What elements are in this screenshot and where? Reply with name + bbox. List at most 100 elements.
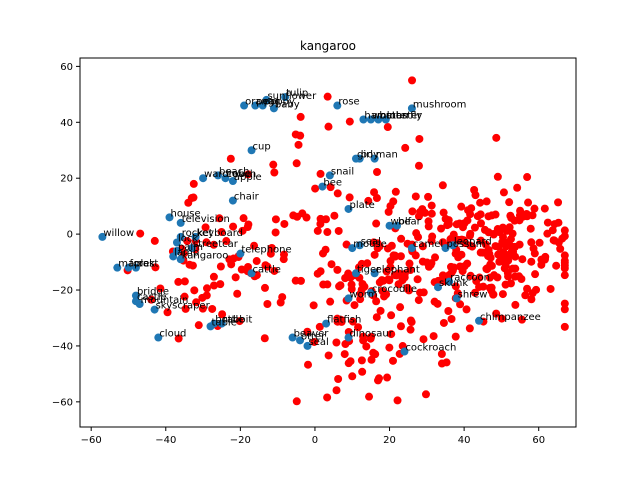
scatter-point: [415, 134, 424, 143]
point-label: lobster: [387, 111, 423, 122]
scatter-point: [156, 284, 165, 293]
scatter-point: [490, 271, 499, 280]
scatter-point: [269, 160, 278, 169]
scatter-point: [342, 240, 351, 249]
labeled-point: [221, 174, 230, 183]
scatter-point: [396, 303, 405, 312]
labeled-point: [400, 347, 409, 356]
scatter-point: [367, 355, 376, 364]
scatter-point: [498, 290, 507, 299]
scatter-point: [499, 255, 508, 264]
scatter-point: [209, 240, 218, 249]
point-label: cattle: [253, 264, 281, 275]
scatter-point: [316, 169, 325, 178]
scatter-point: [529, 244, 538, 253]
scatter-point: [346, 357, 355, 366]
point-label: table: [212, 317, 237, 328]
scatter-point: [180, 277, 189, 286]
scatter-point: [400, 270, 409, 279]
labeled-point: [475, 316, 484, 325]
point-label: chair: [234, 192, 260, 203]
x-tick-label: 0: [312, 435, 318, 446]
scatter-point: [348, 317, 357, 326]
scatter-point: [332, 338, 341, 347]
scatter-point: [385, 343, 394, 352]
scatter-point: [296, 112, 305, 121]
scatter-point: [309, 301, 318, 310]
scatter-point: [414, 296, 423, 305]
scatter-point: [323, 228, 332, 237]
point-label: lock: [178, 234, 198, 245]
scatter-point: [181, 304, 190, 313]
scatter-point: [387, 330, 396, 339]
scatter-point: [464, 206, 473, 215]
scatter-point: [291, 276, 300, 285]
scatter-point: [327, 260, 336, 269]
scatter-point: [311, 184, 320, 193]
scatter-point: [324, 351, 333, 360]
scatter-point: [355, 263, 364, 272]
scatter-point: [413, 275, 422, 284]
scatter-point: [462, 305, 471, 314]
point-label: maple: [118, 259, 149, 270]
scatter-point: [511, 300, 520, 309]
scatter-point: [378, 287, 387, 296]
scatter-point: [473, 212, 482, 221]
scatter-point: [428, 232, 437, 241]
scatter-point: [321, 245, 330, 254]
scatter-point: [235, 317, 244, 326]
scatter-point: [492, 309, 501, 318]
scatter-point: [500, 237, 509, 246]
labeled-point: [296, 336, 305, 345]
scatter-point: [510, 272, 519, 281]
point-label: castle: [137, 292, 167, 303]
scatter-point: [457, 235, 466, 244]
scatter-point: [198, 293, 207, 302]
scatter-point: [313, 269, 322, 278]
labeled-point: [191, 232, 200, 241]
scatter-point: [292, 397, 301, 406]
scatter-point: [476, 219, 485, 228]
scatter-point: [344, 327, 353, 336]
scatter-point: [216, 280, 225, 289]
scatter-point: [451, 282, 460, 291]
scatter-point: [492, 133, 501, 142]
scatter-point: [359, 336, 368, 345]
labeled-point: [381, 115, 390, 124]
scatter-point: [527, 257, 536, 266]
scatter-point: [323, 393, 332, 402]
scatter-point: [184, 198, 193, 207]
point-label: apple: [234, 172, 262, 183]
scatter-point: [546, 284, 555, 293]
scatter-point: [527, 238, 536, 247]
point-label: lamp: [174, 247, 199, 258]
scatter-point: [548, 226, 557, 235]
point-label: hamster: [364, 111, 406, 122]
scatter-point: [418, 242, 427, 251]
labeled-point: [113, 263, 122, 272]
scatter-point: [456, 300, 465, 309]
point-label: tiger: [357, 264, 381, 275]
scatter-point: [201, 223, 210, 232]
labeled-point: [445, 277, 454, 286]
labeled-point: [344, 204, 353, 213]
point-label: chimpanzee: [480, 312, 541, 323]
scatter-point: [252, 257, 261, 266]
scatter-point: [560, 264, 569, 273]
scatter-point: [373, 168, 382, 177]
scatter-point: [497, 314, 506, 323]
scatter-point: [543, 218, 552, 227]
scatter-point: [233, 289, 242, 298]
labeled-point: [269, 104, 278, 113]
scatter-point: [270, 266, 279, 275]
scatter-point: [334, 226, 343, 235]
scatter-point: [405, 259, 414, 268]
scatter-point: [523, 284, 532, 293]
scatter-point: [292, 159, 301, 168]
scatter-point: [452, 220, 461, 229]
scatter-point: [470, 223, 479, 232]
scatter-point: [484, 212, 493, 221]
labeled-point: [131, 297, 140, 306]
labeled-point: [344, 333, 353, 342]
labeled-point: [247, 146, 256, 155]
